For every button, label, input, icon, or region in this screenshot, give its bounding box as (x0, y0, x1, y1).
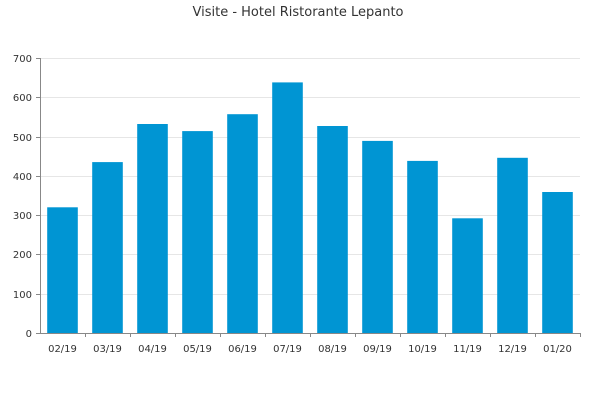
x-tick-label: 02/19 (48, 344, 77, 355)
x-tick-label: 04/19 (138, 344, 167, 355)
grid-lines (40, 58, 580, 295)
x-tick-labels: 02/19 03/19 04/19 05/19 06/19 07/19 08/19 09/19… (48, 344, 572, 355)
x-tick-label: 09/19 (363, 344, 392, 355)
x-tick-label: 10/19 (408, 344, 437, 355)
x-tick-label: 01/20 (543, 344, 572, 355)
x-tick-label: 08/19 (318, 344, 347, 355)
bar (452, 218, 483, 333)
y-tick-labels: 0 100 200 300 400 500 600 700 (13, 54, 32, 340)
y-tick-label: 100 (13, 290, 32, 301)
y-tick-label: 500 (13, 133, 32, 144)
x-tick-label: 05/19 (183, 344, 212, 355)
bars (47, 82, 573, 334)
y-tick-label: 600 (13, 93, 32, 104)
bar (542, 192, 573, 333)
bar (227, 114, 258, 333)
bar (92, 162, 123, 333)
bar (317, 126, 348, 333)
bar (497, 157, 528, 333)
axes (36, 58, 581, 337)
y-tick-label: 400 (13, 172, 32, 183)
y-tick-label: 700 (13, 54, 32, 65)
x-tick-label: 03/19 (93, 344, 122, 355)
x-tick-label: 06/19 (228, 344, 257, 355)
bar (182, 131, 213, 333)
y-tick-label: 300 (13, 211, 32, 222)
bar (272, 82, 303, 334)
x-tick-label: 11/19 (453, 344, 482, 355)
y-tick-label: 200 (13, 250, 32, 261)
x-tick-label: 12/19 (498, 344, 527, 355)
bar (47, 207, 78, 333)
x-tick-label: 07/19 (273, 344, 302, 355)
y-tick-label: 0 (26, 329, 32, 340)
bar (407, 160, 438, 333)
chart-title: Visite - Hotel Ristorante Lepanto (193, 5, 404, 20)
bar (137, 124, 168, 333)
bar (362, 140, 393, 333)
